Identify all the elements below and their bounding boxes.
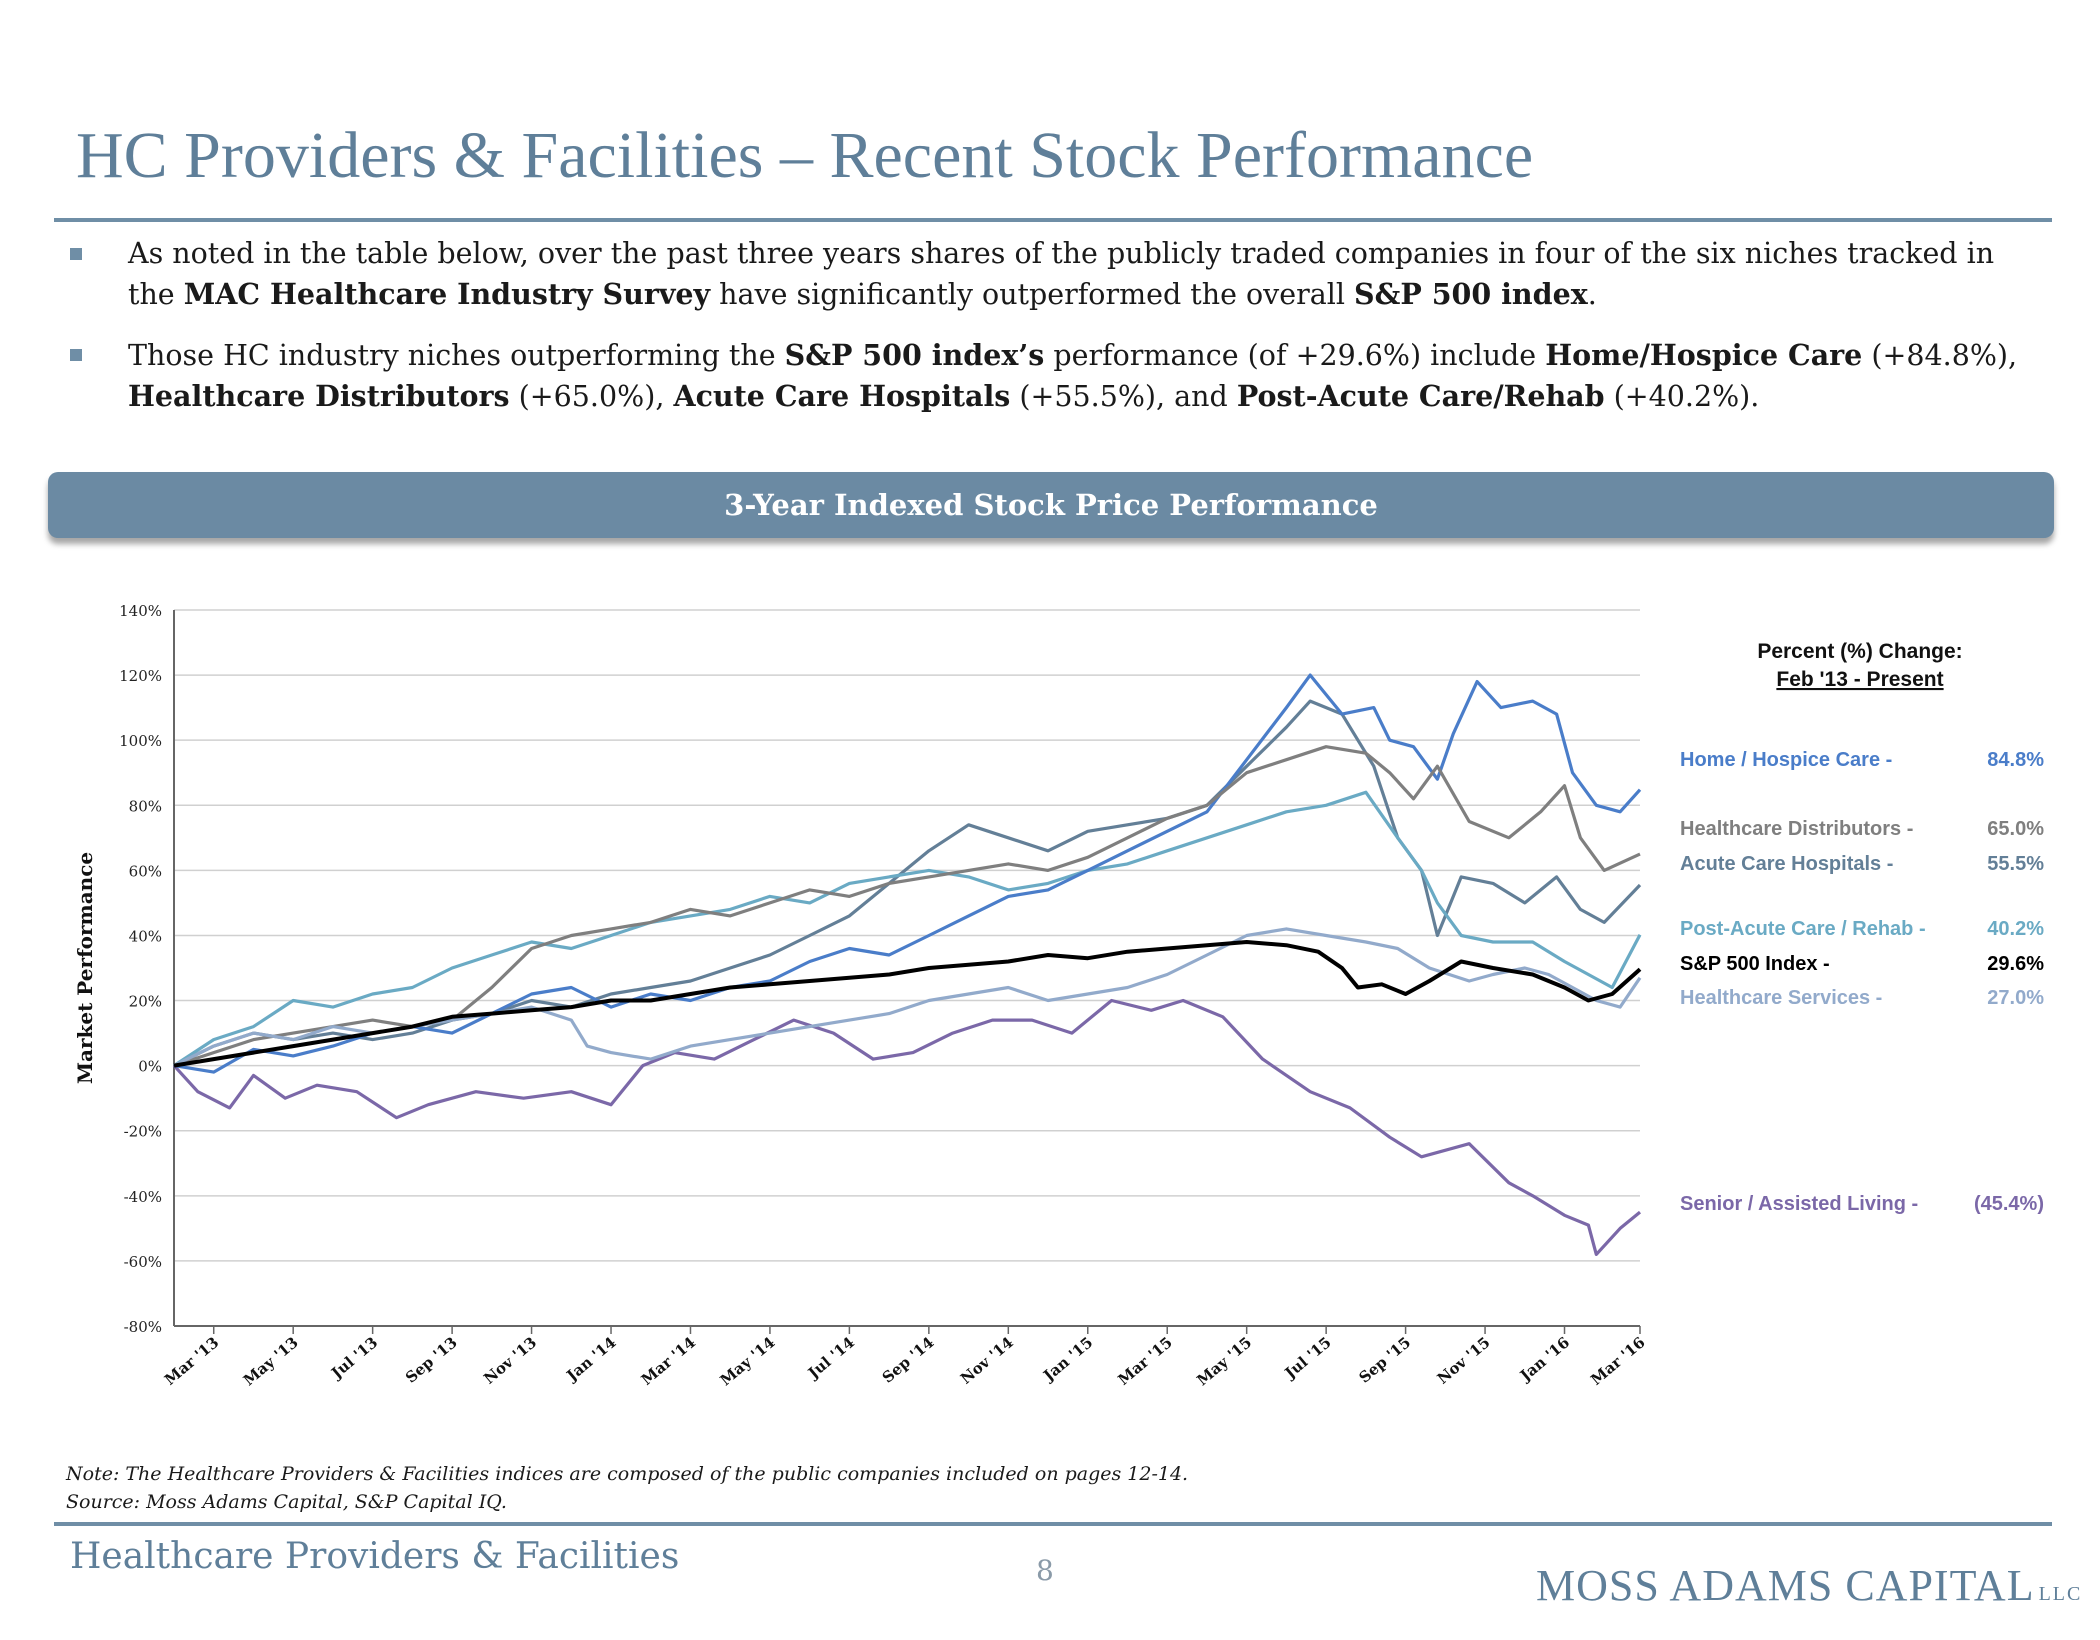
x-tick-label: Jul '13 (326, 1333, 381, 1383)
bullet-item: Those HC industry niches outperforming t… (64, 335, 2024, 417)
x-tick-label: Jan '16 (1515, 1333, 1573, 1386)
x-tick-label: Nov '15 (1434, 1333, 1494, 1387)
x-tick-label: Mar '15 (1114, 1333, 1175, 1389)
x-tick-label: Jan '15 (1038, 1333, 1096, 1386)
legend-label: Healthcare Services - (1680, 987, 1882, 1009)
bullet-segment: MAC Healthcare Industry Survey (183, 277, 711, 311)
x-tick-label: May '14 (717, 1333, 779, 1389)
legend-label: Home / Hospice Care - (1680, 749, 1892, 771)
y-tick-label: 60% (129, 862, 162, 880)
footer-divider (54, 1522, 2052, 1526)
legend-label: Acute Care Hospitals - (1680, 853, 1893, 875)
series-line (172, 998, 1642, 1256)
legend-value: 40.2% (1987, 918, 2044, 940)
bullet-segment: performance (of +29.6%) include (1044, 339, 1546, 372)
x-tick-label: Sep '14 (879, 1333, 938, 1386)
y-tick-label: 120% (119, 667, 162, 685)
x-tick-label: Nov '13 (480, 1333, 540, 1387)
legend-value: 29.6% (1987, 953, 2044, 975)
legend-value: 55.5% (1987, 853, 2044, 875)
bullet-segment: (+84.8%), (1862, 339, 2018, 372)
x-tick-label: Mar '16 (1587, 1333, 1648, 1389)
bullet-segment: S&P 500 index (1354, 277, 1588, 311)
bullet-segment: . (1587, 278, 1597, 311)
y-tick-label: 40% (129, 927, 162, 945)
brand-logo: MOSS ADAMS CAPITAL LLC (1536, 1560, 2082, 1611)
series-line (173, 790, 1642, 1067)
page-title: HC Providers & Facilities – Recent Stock… (76, 119, 1534, 192)
series-line (173, 673, 1642, 1074)
legend-label: Senior / Assisted Living - (1680, 1193, 1918, 1215)
bullet-square-icon (70, 349, 82, 361)
y-tick-label: 80% (129, 797, 162, 815)
bullet-segment: (+65.0%), (509, 380, 674, 413)
brand-name: MOSS ADAMS CAPITAL (1536, 1561, 2035, 1610)
brand-suffix: LLC (2038, 1583, 2083, 1605)
y-tick-label: 0% (138, 1058, 162, 1076)
y-tick-label: 20% (129, 993, 162, 1011)
title-divider (54, 218, 2052, 222)
legend-subtitle: Feb '13 - Present (1776, 668, 1943, 691)
series-line (173, 940, 1642, 1068)
legend-value: 65.0% (1987, 818, 2044, 840)
stock-performance-chart: -80% -60% -40% -20% 0% 20% 40% 60% 80% 100% 120% 14… (73, 602, 2044, 1389)
series-line (173, 927, 1642, 1068)
notes: Note: The Healthcare Providers & Facilit… (66, 1460, 1188, 1516)
x-tick-label: May '13 (240, 1333, 302, 1389)
bullet-item: As noted in the table below, over the pa… (64, 234, 2024, 315)
bullet-segment: As noted in the table below, over the pa… (128, 237, 1995, 311)
legend-label: Healthcare Distributors - (1680, 818, 1913, 840)
legend-value: (45.4%) (1974, 1193, 2044, 1215)
bullet-segment: Those HC industry niches outperforming t… (128, 339, 785, 372)
bullet-segment: Post-Acute Care/Rehab (1236, 379, 1605, 413)
y-axis-label: Market Performance (73, 852, 97, 1084)
note-text: Note: The Healthcare Providers & Facilit… (66, 1463, 1189, 1485)
x-tick-label: Jul '14 (803, 1333, 858, 1383)
y-tick-label: -40% (124, 1188, 162, 1206)
source-text: Source: Moss Adams Capital, S&P Capital … (66, 1491, 507, 1513)
bullet-segment: Acute Care Hospitals (673, 379, 1011, 413)
legend-value: 84.8% (1987, 749, 2044, 771)
legend-value: 27.0% (1987, 987, 2044, 1009)
x-tick-label: Nov '14 (957, 1333, 1017, 1387)
legend-label: S&P 500 Index - (1680, 953, 1830, 975)
y-tick-label: -80% (124, 1318, 162, 1336)
page-number: 8 (1036, 1554, 1054, 1587)
series-line (173, 745, 1641, 1068)
y-tick-label: 140% (119, 602, 162, 620)
chart-banner: 3-Year Indexed Stock Price Performance (48, 472, 2054, 538)
bullet-segment: Healthcare Distributors (128, 379, 510, 413)
x-tick-label: May '15 (1193, 1333, 1255, 1389)
y-tick-label: -60% (124, 1253, 162, 1271)
x-tick-label: Mar '14 (638, 1333, 699, 1389)
bullet-text-1: As noted in the table below, over the pa… (128, 234, 2024, 315)
x-tick-label: Sep '15 (1355, 1333, 1414, 1386)
bullet-segment: S&P 500 index’s (784, 338, 1045, 372)
bullet-list: As noted in the table below, over the pa… (64, 234, 2024, 437)
y-tick-label: 100% (119, 732, 162, 750)
bullet-segment: Home/Hospice Care (1545, 338, 1863, 372)
legend-label: Post-Acute Care / Rehab - (1680, 918, 1926, 940)
bullet-segment: (+40.2%). (1604, 380, 1760, 413)
x-tick-label: Sep '13 (402, 1333, 461, 1386)
y-tick-label: -20% (124, 1123, 162, 1141)
x-tick-label: Jan '14 (562, 1333, 620, 1386)
bullet-square-icon (70, 248, 82, 260)
legend-title: Percent (%) Change: (1757, 640, 1962, 663)
x-tick-label: Mar '13 (161, 1333, 222, 1389)
bullet-segment: have significantly outperformed the over… (710, 278, 1355, 311)
footer-section-title: Healthcare Providers & Facilities (70, 1536, 680, 1577)
bullet-segment: (+55.5%), and (1010, 380, 1237, 413)
x-tick-label: Jul '15 (1280, 1333, 1335, 1383)
bullet-text-2: Those HC industry niches outperforming t… (128, 335, 2024, 417)
